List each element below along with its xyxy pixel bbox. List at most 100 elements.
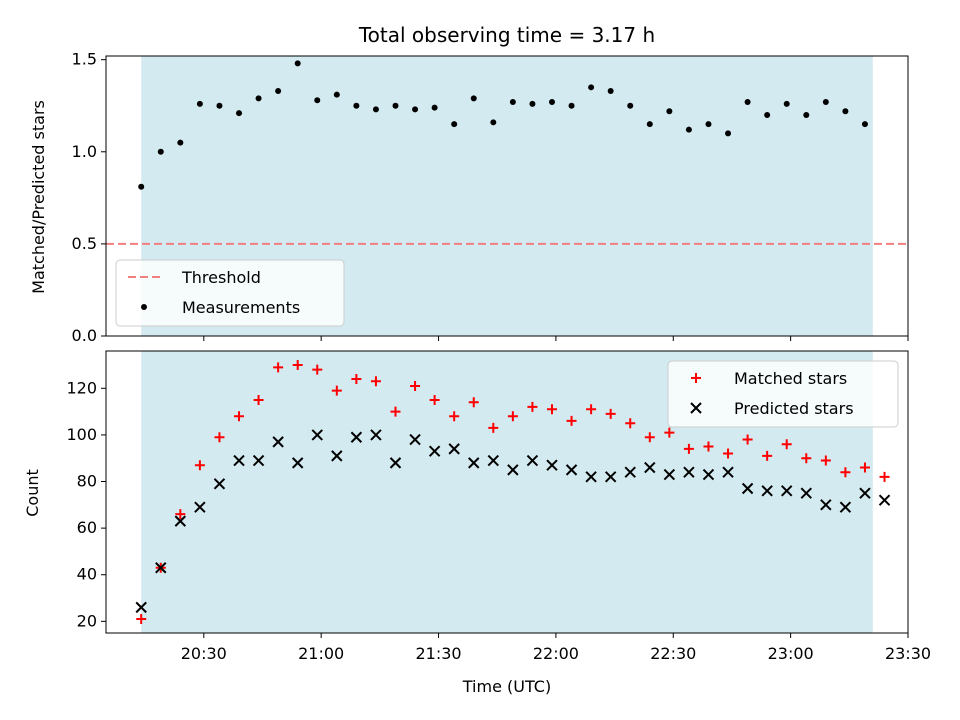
data-point [431,104,438,111]
chart-title: Total observing time = 3.17 h [358,23,655,47]
data-point [529,100,536,107]
data-point [702,468,715,481]
data-point [742,434,753,445]
top-y-axis-label: Matched/Predicted stars [29,100,48,294]
data-point [214,432,225,443]
data-point [725,130,732,137]
legend-threshold-label: Threshold [181,268,261,287]
x-tick-label: 23:30 [885,644,931,663]
data-point [527,401,538,412]
data-point [878,494,891,506]
data-point [350,431,363,443]
data-point [761,485,773,497]
data-point [664,427,675,438]
data-point [565,464,578,476]
data-point [705,121,712,128]
legend-box [115,259,345,327]
data-point [196,100,203,107]
data-point [311,429,323,441]
data-point [409,433,421,446]
data-point [783,100,790,107]
data-point [803,111,810,118]
data-point [468,457,480,469]
data-point [683,466,695,478]
y-tick-label: 120 [66,378,97,397]
data-point [213,478,226,490]
data-point [683,443,694,454]
legend-label: Measurements [182,298,300,317]
data-point [801,453,812,464]
data-point [842,108,849,115]
data-point [625,418,636,429]
x-tick-label: 20:30 [181,644,227,663]
y-tick-label: 60 [77,518,97,537]
data-point [800,487,812,499]
x-tick-label: 21:00 [298,644,344,663]
data-point [236,110,243,117]
data-point [135,601,147,614]
data-point [840,467,851,478]
data-point [273,362,284,373]
data-point [372,106,379,113]
plot-frame [105,55,909,337]
x-tick-label: 22:30 [650,644,696,663]
data-point [234,411,245,422]
data-point [859,487,871,499]
data-point [487,454,500,467]
data-point [351,373,362,384]
legend-label: Predicted stars [734,399,854,418]
data-point [490,119,497,126]
y-tick-label: 0.5 [72,234,97,253]
y-tick-label: 100 [66,425,97,444]
data-point [548,99,555,106]
data-point [468,397,479,408]
data-point [291,457,304,469]
data-point [762,450,773,461]
data-point [412,106,419,113]
data-point [429,394,440,405]
data-point [136,614,147,625]
data-point [744,99,751,106]
data-point [644,461,656,474]
data-point [177,139,184,146]
y-tick-label: 40 [77,565,97,584]
data-point [370,429,382,441]
data-point [353,102,360,109]
data-point [314,97,321,104]
data-point [741,482,754,495]
data-point [646,121,653,128]
data-point [585,471,597,483]
data-point [781,485,793,497]
data-point [331,450,343,462]
y-tick-label: 0.0 [72,326,97,345]
data-point [526,454,539,467]
data-point [175,509,186,520]
data-point [410,380,421,391]
bottom-y-axis-label: Count [23,469,42,517]
data-point [781,439,792,450]
data-point [820,455,831,466]
data-point [663,468,676,481]
data-point [685,126,692,133]
y-tick-label: 1.0 [72,142,97,161]
data-point [294,60,301,67]
data-point [194,501,206,513]
data-point [859,462,870,473]
data-point [644,432,655,443]
data-point [155,562,167,574]
data-point [275,88,282,94]
legend-swatch [141,304,147,310]
data-point [216,102,223,109]
data-point [470,95,477,102]
x-tick-label: 21:30 [415,644,461,663]
legend-label: Matched stars [734,369,847,388]
data-point [509,99,516,106]
data-point [820,499,832,511]
data-point [764,111,771,118]
legend-swatch [690,402,702,414]
data-point [451,121,458,128]
legend: Threshold Measurements [115,259,345,327]
data-point [666,108,673,115]
x-axis-label: Time (UTC) [462,677,551,696]
